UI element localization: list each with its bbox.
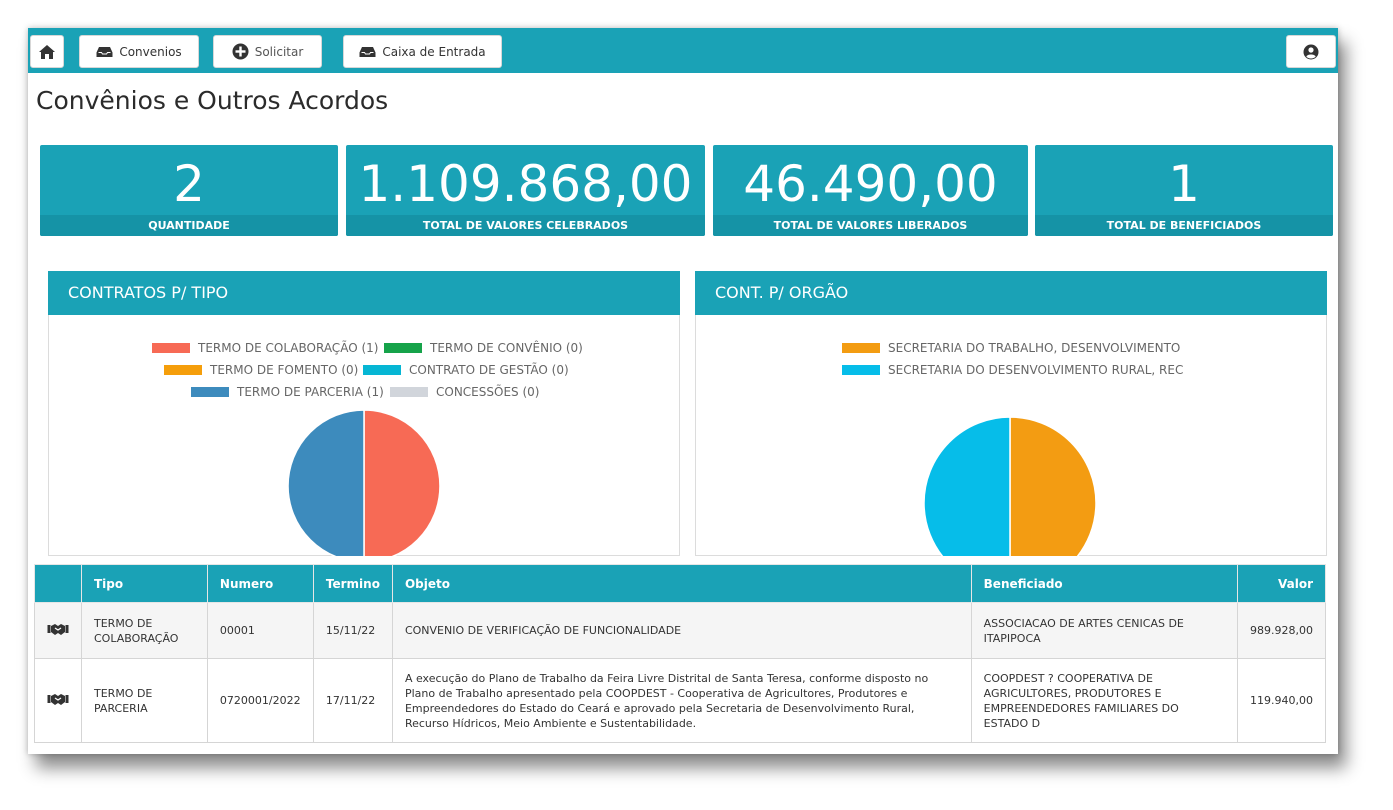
stat-label: TOTAL DE VALORES CELEBRADOS xyxy=(346,215,705,236)
stat-card-valores-liberados: 46.490,00 TOTAL DE VALORES LIBERADOS xyxy=(713,145,1028,236)
pie-slice-termo-de-parceria[interactable] xyxy=(287,409,365,556)
user-icon xyxy=(1303,44,1319,60)
cell-objeto: A execução do Plano de Trabalho da Feira… xyxy=(391,658,972,743)
handshake-icon[interactable] xyxy=(47,692,69,706)
pie-slice-secretaria-do-trabalho-desenvolvimento[interactable] xyxy=(1009,416,1097,556)
app-window: Convenios Solicitar Caixa de Entrada Con… xyxy=(28,28,1338,754)
solicitar-button[interactable]: Solicitar xyxy=(213,35,322,68)
legend-swatch xyxy=(164,365,202,375)
legend-item-termo-convenio[interactable]: TERMO DE CONVÊNIO (0) xyxy=(384,341,583,355)
col-header-beneficiado[interactable]: Beneficiado xyxy=(970,564,1239,603)
convenios-label: Convenios xyxy=(119,44,182,59)
cell-numero: 00001 xyxy=(206,602,314,659)
legend-swatch xyxy=(384,343,422,353)
convenios-table: Tipo Numero Termino Objeto Beneficiado V… xyxy=(34,564,1326,743)
convenios-button[interactable]: Convenios xyxy=(79,35,199,68)
legend-label: TERMO DE COLABORAÇÃO (1) xyxy=(198,341,379,355)
plus-circle-icon xyxy=(232,43,249,60)
inbox-icon xyxy=(96,46,113,58)
stat-label: TOTAL DE VALORES LIBERADOS xyxy=(713,215,1028,236)
legend-item-secretaria-trabalho[interactable]: SECRETARIA DO TRABALHO, DESENVOLVIMENTO xyxy=(842,341,1180,355)
user-menu-button[interactable] xyxy=(1286,35,1336,68)
table-header-row: Tipo Numero Termino Objeto Beneficiado V… xyxy=(34,564,1326,603)
stat-value: 1 xyxy=(1168,155,1200,213)
solicitar-label: Solicitar xyxy=(254,44,304,59)
legend-swatch xyxy=(363,365,401,375)
row-action-cell[interactable] xyxy=(34,602,82,659)
stat-card-quantidade: 2 QUANTIDADE xyxy=(40,145,338,236)
legend-item-concessoes[interactable]: CONCESSÕES (0) xyxy=(390,385,539,399)
legend-label: SECRETARIA DO DESENVOLVIMENTO RURAL, REC xyxy=(888,363,1184,377)
table-row[interactable]: TERMO DE COLABORAÇÃO 00001 15/11/22 CONV… xyxy=(34,602,1326,659)
caixa-entrada-label: Caixa de Entrada xyxy=(382,44,486,59)
cell-valor: 989.928,00 xyxy=(1237,602,1326,659)
pie-slice-termo-de-colabora-o[interactable] xyxy=(363,409,441,556)
legend-item-termo-parceria[interactable]: TERMO DE PARCERIA (1) xyxy=(191,385,384,399)
panel-title: CONT. P/ ORGÃO xyxy=(695,271,1327,315)
col-header-icon xyxy=(34,564,82,603)
legend-item-termo-fomento[interactable]: TERMO DE FOMENTO (0) xyxy=(164,363,358,377)
col-header-valor[interactable]: Valor xyxy=(1237,564,1326,603)
legend-swatch xyxy=(152,343,190,353)
handshake-icon[interactable] xyxy=(47,622,69,636)
legend-label: CONCESSÕES (0) xyxy=(436,385,540,399)
col-header-objeto[interactable]: Objeto xyxy=(391,564,972,603)
legend-label: TERMO DE CONVÊNIO (0) xyxy=(430,341,583,355)
legend-label: TERMO DE FOMENTO (0) xyxy=(210,363,359,377)
caixa-entrada-button[interactable]: Caixa de Entrada xyxy=(343,35,502,68)
legend-swatch xyxy=(842,365,880,375)
cell-beneficiado: ASSOCIACAO DE ARTES CENICAS DE ITAPIPOCA xyxy=(970,602,1239,659)
panel-title: CONTRATOS P/ TIPO xyxy=(48,271,680,315)
stat-card-valores-celebrados: 1.109.868,00 TOTAL DE VALORES CELEBRADOS xyxy=(346,145,705,236)
stat-value: 46.490,00 xyxy=(743,155,998,213)
stat-value: 2 xyxy=(173,155,205,213)
legend-swatch xyxy=(842,343,880,353)
home-button[interactable] xyxy=(30,35,64,68)
col-header-termino[interactable]: Termino xyxy=(312,564,393,603)
page-title: Convênios e Outros Acordos xyxy=(36,86,389,115)
chart-panel-orgao: CONT. P/ ORGÃO SECRETARIA DO TRABALHO, D… xyxy=(695,271,1327,556)
legend-swatch xyxy=(390,387,428,397)
stat-card-beneficiados: 1 TOTAL DE BENEFICIADOS xyxy=(1035,145,1333,236)
stat-label: TOTAL DE BENEFICIADOS xyxy=(1035,215,1333,236)
cell-beneficiado: COOPDEST ? COOPERATIVA DE AGRICULTORES, … xyxy=(970,658,1239,743)
legend-item-contrato-gestao[interactable]: CONTRATO DE GESTÃO (0) xyxy=(363,363,569,377)
table-row[interactable]: TERMO DE PARCERIA 0720001/2022 17/11/22 … xyxy=(34,658,1326,743)
col-header-numero[interactable]: Numero xyxy=(206,564,314,603)
home-icon xyxy=(38,44,56,60)
cell-termino: 17/11/22 xyxy=(312,658,393,743)
legend-label: SECRETARIA DO TRABALHO, DESENVOLVIMENTO xyxy=(888,341,1181,355)
row-action-cell[interactable] xyxy=(34,658,82,743)
cell-tipo: TERMO DE COLABORAÇÃO xyxy=(81,602,208,659)
chart-panel-tipo: CONTRATOS P/ TIPO TERMO DE COLABORAÇÃO (… xyxy=(48,271,680,556)
cell-objeto: CONVENIO DE VERIFICAÇÃO DE FUNCIONALIDAD… xyxy=(391,602,972,659)
col-header-tipo[interactable]: Tipo xyxy=(81,564,208,603)
cell-tipo: TERMO DE PARCERIA xyxy=(81,658,208,743)
pie-chart-orgao xyxy=(923,416,1097,556)
inbox-icon xyxy=(359,46,376,58)
cell-numero: 0720001/2022 xyxy=(206,658,314,743)
legend-item-secretaria-rural[interactable]: SECRETARIA DO DESENVOLVIMENTO RURAL, REC xyxy=(842,363,1183,377)
legend-item-termo-colaboracao[interactable]: TERMO DE COLABORAÇÃO (1) xyxy=(152,341,378,355)
top-navbar: Convenios Solicitar Caixa de Entrada xyxy=(28,28,1338,73)
cell-termino: 15/11/22 xyxy=(312,602,393,659)
legend-label: TERMO DE PARCERIA (1) xyxy=(237,385,384,399)
stat-value: 1.109.868,00 xyxy=(358,155,693,213)
cell-valor: 119.940,00 xyxy=(1237,658,1326,743)
legend-label: CONTRATO DE GESTÃO (0) xyxy=(409,363,569,377)
pie-chart-tipo xyxy=(287,409,441,556)
legend-swatch xyxy=(191,387,229,397)
pie-slice-secretaria-do-desenvolvimento-rural-rec[interactable] xyxy=(923,416,1011,556)
stat-label: QUANTIDADE xyxy=(40,215,338,236)
